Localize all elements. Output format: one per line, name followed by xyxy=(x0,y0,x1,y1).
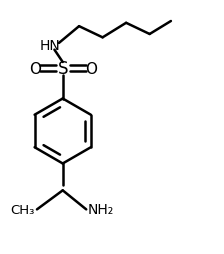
Text: O: O xyxy=(85,61,97,76)
Text: NH₂: NH₂ xyxy=(87,203,114,216)
Text: HN: HN xyxy=(40,39,61,53)
Text: CH₃: CH₃ xyxy=(10,203,35,216)
Text: O: O xyxy=(29,61,41,76)
Text: S: S xyxy=(58,60,68,78)
